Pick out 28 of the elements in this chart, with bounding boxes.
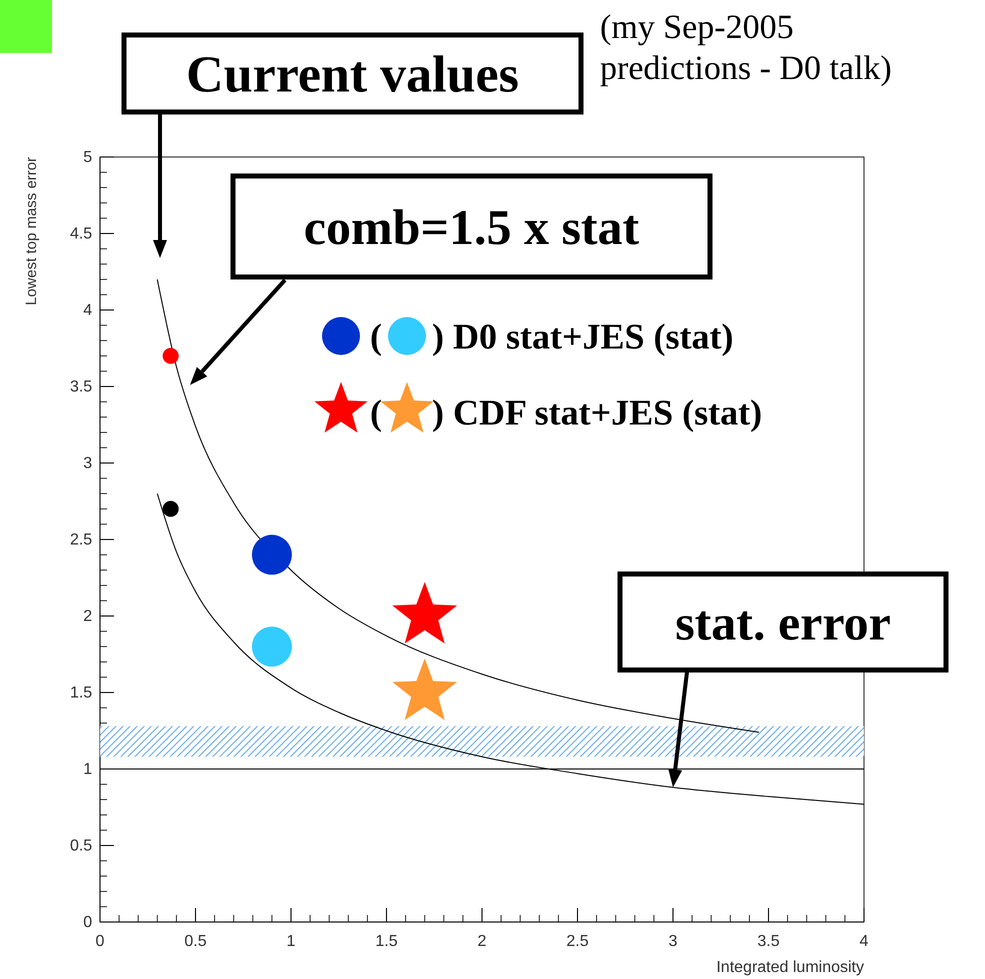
- x-tick-label: 3.5: [757, 932, 780, 950]
- y-tick-label: 3: [83, 455, 92, 472]
- y-tick-label: 0.5: [70, 838, 92, 855]
- y-tick-label: 2: [83, 608, 92, 626]
- x-tick-label: 0: [96, 932, 105, 950]
- x-tick-label: 1.5: [375, 932, 398, 950]
- x-axis-title: Integrated luminosity: [716, 959, 864, 976]
- text: Current values: [186, 46, 519, 104]
- y-axis-title: Lowest top mass error: [23, 156, 40, 306]
- y-tick-label: 2.5: [70, 532, 92, 549]
- x-tick-label: 2: [478, 932, 487, 950]
- x-tick-label: 3: [668, 932, 678, 950]
- annotation: stat. error: [675, 594, 891, 650]
- y-tick-label: 0: [83, 914, 92, 932]
- text: (my Sep-2005 predictions - D0 talk): [600, 9, 892, 87]
- x-tick-label: 4: [860, 932, 869, 950]
- annotation: comb=1.5 x stat: [304, 199, 640, 255]
- y-tick-label: 5: [83, 149, 92, 166]
- x-tick-label: 2.5: [566, 932, 589, 950]
- x-tick-label: 0.5: [184, 932, 207, 950]
- y-tick-label: 4: [83, 302, 92, 320]
- y-tick-label: 3.5: [70, 378, 92, 396]
- text: ( ) CDF stat+JES (stat): [370, 392, 762, 433]
- x-tick-label: 1: [286, 932, 296, 950]
- y-tick-label: 1: [83, 761, 92, 778]
- y-tick-label: 4.5: [70, 226, 92, 243]
- text: ( ) D0 stat+JES (stat): [370, 316, 734, 357]
- y-tick-label: 1.5: [70, 684, 92, 702]
